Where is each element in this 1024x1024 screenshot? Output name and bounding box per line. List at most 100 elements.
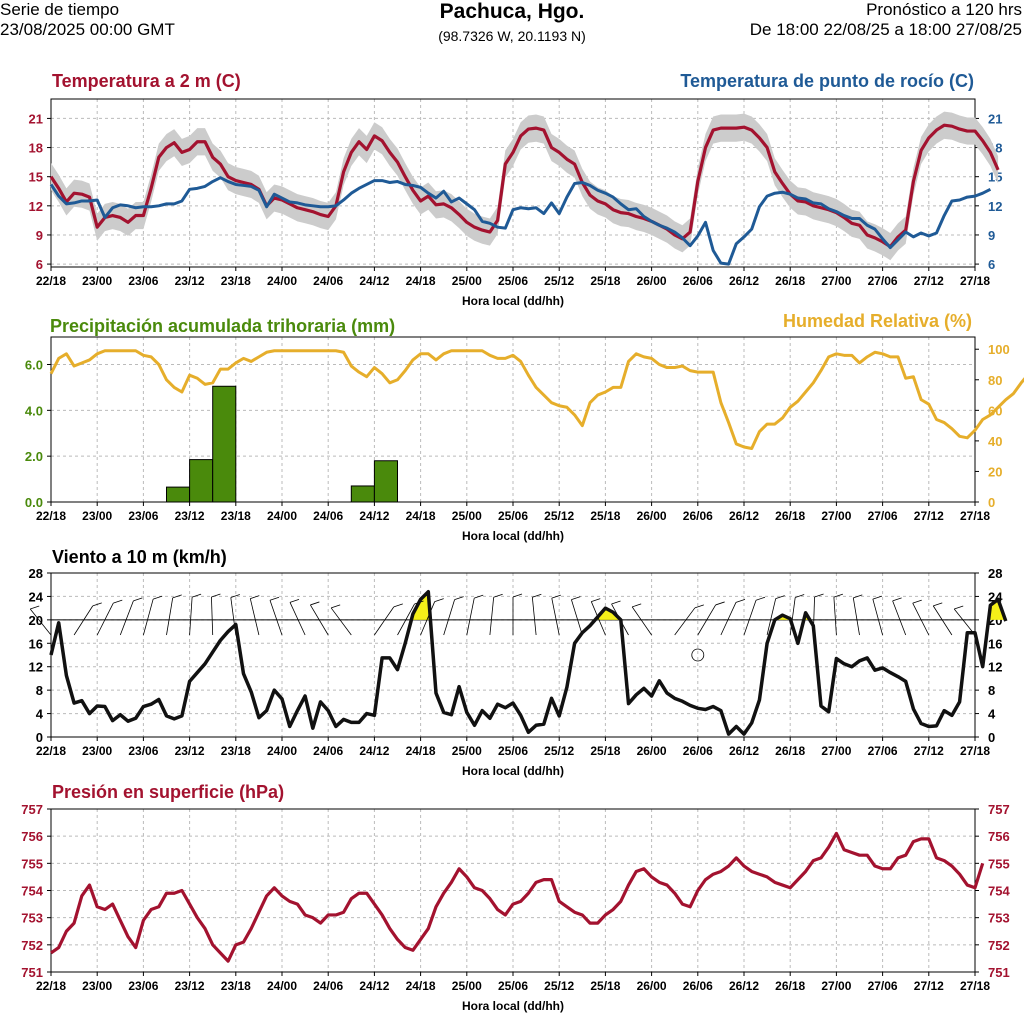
- forecast-horizon: Pronóstico a 120 hrs: [866, 0, 1022, 19]
- pressure-line: [50, 831, 985, 963]
- wind-barb: [743, 600, 757, 636]
- wind-barb-flag: [853, 594, 863, 599]
- x-tick-label: 25/18: [590, 979, 620, 993]
- calm-wind-marker: [691, 648, 705, 662]
- x-tick-label: 27/06: [868, 744, 898, 758]
- y2-tick-label: 0: [988, 495, 995, 510]
- y-tick-label: 6: [36, 257, 43, 272]
- x-tick-label: 27/00: [821, 979, 851, 993]
- y-tick-label: 8: [36, 683, 43, 698]
- x-tick-label: 27/18: [960, 274, 990, 288]
- x-tick-label: 27/12: [914, 744, 944, 758]
- wind-barb: [330, 607, 352, 636]
- x-tick-label: 25/12: [544, 274, 574, 288]
- y-tick-label: 756: [21, 829, 43, 844]
- x-tick-label: 24/18: [406, 274, 436, 288]
- wind-barb-flag: [153, 595, 163, 600]
- y-tick-label: 21: [29, 111, 43, 126]
- precip-bar: [373, 460, 398, 503]
- y-tick-label: 9: [36, 228, 43, 243]
- y2-tick-label: 4: [988, 707, 996, 722]
- y-tick-label: 752: [21, 938, 43, 953]
- y2-tick-label: 15: [988, 170, 1002, 185]
- wind-barb-flag: [795, 594, 805, 598]
- wind-barb-flag: [331, 604, 341, 609]
- x-tick-label: 24/00: [267, 979, 297, 993]
- x-tick-label: 25/06: [498, 509, 528, 523]
- wind-barb-flag: [571, 596, 581, 600]
- wind-barb: [420, 601, 436, 636]
- x-tick-label: 27/06: [868, 979, 898, 993]
- wind-barb-flag: [211, 593, 221, 598]
- x-axis-label: Hora local (dd/hh): [462, 294, 564, 308]
- wind-barb: [531, 597, 537, 636]
- wind-barb-flag: [775, 595, 785, 599]
- wind-barb: [953, 608, 976, 636]
- wind-barb-flag: [611, 600, 621, 605]
- header-center: Pachuca, Hgo. (98.7326 W, 20.1193 N): [0, 0, 1024, 45]
- y2-tick-label: 20: [988, 464, 1002, 479]
- x-tick-label: 25/12: [544, 979, 574, 993]
- x-tick-label: 26/18: [775, 274, 805, 288]
- header-right: Pronóstico a 120 hrs De 18:00 22/08/25 a…: [750, 0, 1022, 40]
- wind-barb: [189, 597, 193, 636]
- y-tick-label: 28: [29, 566, 43, 581]
- y2-tick-label: 6: [988, 257, 995, 272]
- wind-barb-flag: [30, 605, 40, 610]
- x-tick-label: 24/12: [359, 274, 389, 288]
- x-tick-label: 27/12: [914, 509, 944, 523]
- wind-barb: [211, 597, 214, 636]
- x-axis-label: Hora local (dd/hh): [462, 529, 564, 543]
- y2-tick-label: 100: [988, 342, 1010, 357]
- temperature-spread-band: [51, 111, 999, 261]
- y2-tick-label: 0: [988, 730, 995, 745]
- x-tick-label: 25/06: [498, 979, 528, 993]
- init-datetime: 23/08/2025 00:00 GMT: [0, 20, 175, 39]
- y-tick-label: 0: [36, 730, 43, 745]
- x-tick-label: 26/18: [775, 509, 805, 523]
- wind-barb: [96, 602, 114, 636]
- x-tick-label: 25/18: [590, 509, 620, 523]
- wind-barb: [789, 597, 796, 636]
- y2-tick-label: 21: [988, 111, 1002, 126]
- x-tick-label: 24/18: [406, 744, 436, 758]
- wind-barb-flag: [92, 602, 102, 607]
- location-coords: (98.7326 W, 20.1193 N): [438, 28, 586, 44]
- x-tick-label: 24/00: [267, 744, 297, 758]
- x-tick-label: 23/18: [221, 979, 251, 993]
- x-tick-label: 23/00: [82, 274, 112, 288]
- wind-barb-flag: [954, 605, 964, 610]
- wind-barb-flag: [133, 597, 143, 602]
- humidity-title: Humedad Relativa (%): [783, 311, 972, 331]
- wind-exceed-fill: [595, 608, 621, 620]
- y2-tick-label: 80: [988, 373, 1002, 388]
- x-tick-label: 23/18: [221, 744, 251, 758]
- precip-bar: [212, 385, 237, 503]
- wind-title: Viento a 10 m (km/h): [52, 547, 227, 567]
- wind-barb-flag: [755, 596, 766, 601]
- wind-barb: [631, 606, 652, 636]
- y2-tick-label: 12: [988, 199, 1002, 214]
- wind-barb: [674, 607, 696, 636]
- y-tick-label: 755: [21, 856, 43, 871]
- x-tick-label: 25/12: [544, 744, 574, 758]
- x-tick-label: 27/12: [914, 274, 944, 288]
- wind-barb-flag: [172, 594, 182, 599]
- y-tick-label: 0.0: [25, 495, 43, 510]
- dewpoint-line: [49, 176, 992, 266]
- x-tick-label: 24/18: [406, 509, 436, 523]
- wind-barb: [932, 605, 953, 636]
- wind-barb-flag: [230, 594, 240, 598]
- x-tick-label: 23/12: [175, 274, 205, 288]
- y-tick-label: 757: [21, 802, 43, 817]
- pressure-title: Presión en superficie (hPa): [52, 782, 284, 802]
- y2-tick-label: 753: [988, 911, 1010, 926]
- wind-barb-flag: [933, 602, 943, 607]
- x-tick-label: 26/00: [637, 979, 667, 993]
- wind-barb: [143, 598, 154, 636]
- y-tick-label: 18: [29, 141, 43, 156]
- wind-barb: [489, 597, 495, 636]
- x-tick-label: 23/00: [82, 979, 112, 993]
- x-tick-label: 23/12: [175, 979, 205, 993]
- x-tick-label: 23/00: [82, 509, 112, 523]
